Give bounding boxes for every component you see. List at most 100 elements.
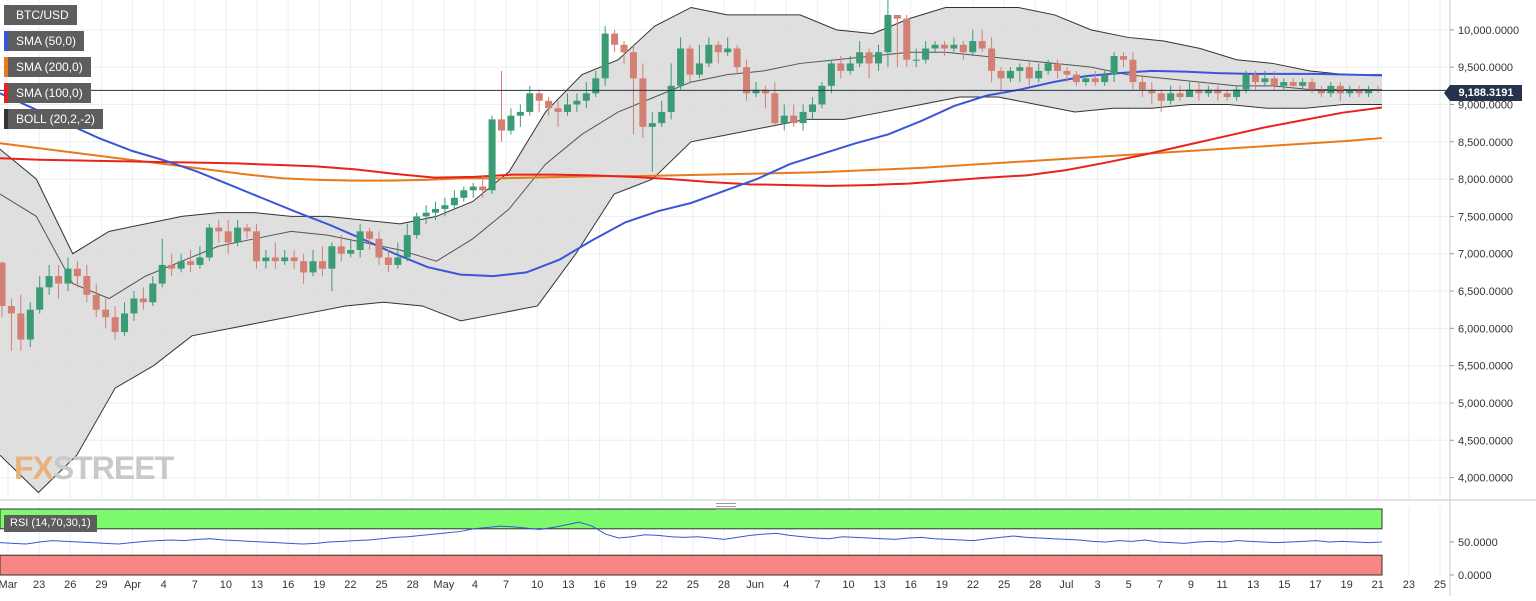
- candle-bull: [121, 313, 129, 333]
- candle-bear: [1091, 78, 1099, 83]
- candle-bear: [300, 261, 308, 273]
- candle-bull: [26, 309, 34, 340]
- x-tick-label: 22: [967, 579, 979, 591]
- x-tick-label: 25: [1434, 579, 1446, 591]
- candle-bear: [1054, 63, 1062, 71]
- x-tick-label: 16: [593, 579, 605, 591]
- candle-bear: [243, 227, 251, 232]
- legend-boll[interactable]: BOLL (20,2,-2): [4, 109, 103, 129]
- x-tick-label: 28: [718, 579, 730, 591]
- candle-bear: [139, 298, 147, 303]
- candle-bear: [1223, 93, 1231, 98]
- candle-bull: [601, 33, 609, 79]
- candle-bull: [64, 268, 72, 284]
- candle-bear: [743, 67, 751, 94]
- candle-bull: [582, 93, 590, 101]
- x-tick-label: 7: [503, 579, 509, 591]
- candle-bull: [196, 257, 204, 265]
- candle-bull: [677, 48, 685, 86]
- last-price-tag: 9,188.3191: [1444, 85, 1522, 101]
- candle-bull: [1110, 55, 1118, 75]
- x-tick-label: 16: [905, 579, 917, 591]
- candle-bull: [563, 104, 571, 112]
- x-tick-label: 7: [814, 579, 820, 591]
- candle-bear: [629, 52, 637, 79]
- x-tick-label: 28: [1029, 579, 1041, 591]
- x-tick-label: 10: [842, 579, 854, 591]
- candle-bull: [130, 298, 138, 314]
- y-tick-label: 10,000.0000: [1458, 25, 1519, 37]
- x-tick-label: 16: [282, 579, 294, 591]
- candle-bear: [790, 115, 798, 124]
- candle-bear: [384, 257, 392, 265]
- y-tick-label: 7,500.0000: [1458, 211, 1513, 223]
- rsi-y-tick-label: 50.0000: [1458, 537, 1498, 549]
- y-tick-label: 5,000.0000: [1458, 398, 1513, 410]
- candle-bull: [705, 44, 713, 64]
- candle-bull: [1101, 74, 1109, 83]
- candle-bull: [149, 283, 157, 303]
- candle-bear: [733, 48, 741, 68]
- x-tick-label: Jun: [746, 579, 764, 591]
- candle-bull: [403, 235, 411, 258]
- candle-bear: [337, 246, 345, 254]
- y-tick-label: 6,500.0000: [1458, 286, 1513, 298]
- x-tick-label: 19: [1340, 579, 1352, 591]
- date-axis: Mar 23 26 29 Apr 4 7 10 13 16 19 22 25 28 May 4 7 10 13 16 1…: [0, 579, 1446, 591]
- candle-bull: [328, 246, 336, 269]
- candle-bull: [450, 197, 458, 206]
- candle-bear: [92, 294, 100, 310]
- x-tick-label: 4: [161, 579, 167, 591]
- panel-resize-handle[interactable]: [716, 501, 736, 510]
- candle-bear: [1176, 93, 1184, 98]
- candle-bull: [1035, 70, 1043, 79]
- candle-bull: [1006, 70, 1014, 79]
- candle-bear: [271, 257, 279, 262]
- candle-bull: [799, 111, 807, 124]
- candle-bear: [1120, 55, 1128, 60]
- legend-sma-100[interactable]: SMA (100,0): [4, 83, 91, 103]
- boll-lower-line: [0, 96, 1382, 494]
- candle-bull: [205, 227, 213, 258]
- legend-symbol[interactable]: BTC/USD: [4, 5, 77, 25]
- candle-bear: [893, 14, 901, 19]
- candle-bull: [1346, 89, 1354, 94]
- candle-bull: [648, 123, 656, 127]
- candle-bull: [827, 63, 835, 86]
- sma-50-line: [0, 69, 1383, 278]
- candle-bear: [771, 93, 779, 124]
- fxstreet-watermark: FXSTREET: [14, 450, 174, 486]
- legend-sma-100-label: SMA (100,0): [16, 86, 83, 100]
- candle-bear: [1148, 89, 1156, 94]
- candle-bear: [611, 33, 619, 45]
- candle-bull: [1016, 67, 1024, 71]
- candle-bear: [714, 44, 722, 53]
- x-tick-label: 13: [874, 579, 886, 591]
- candle-bear: [1355, 89, 1363, 94]
- x-tick-label: 13: [251, 579, 263, 591]
- x-tick-label: 25: [998, 579, 1010, 591]
- candle-bull: [818, 85, 826, 105]
- candle-bear: [55, 276, 63, 284]
- candle-bull: [667, 85, 675, 112]
- candle-bull: [780, 115, 788, 124]
- candle-bear: [498, 119, 506, 131]
- x-tick-label: 29: [95, 579, 107, 591]
- x-tick-label: 7: [192, 579, 198, 591]
- candle-bear: [1129, 59, 1137, 83]
- legend-sma-50[interactable]: SMA (50,0): [4, 31, 85, 51]
- candle-bull: [394, 257, 402, 265]
- y-tick-label: 8,500.0000: [1458, 137, 1513, 149]
- x-tick-label: 25: [687, 579, 699, 591]
- candle-bull: [1233, 89, 1241, 98]
- x-tick-label: 22: [656, 579, 668, 591]
- sma-lines: [0, 69, 1383, 278]
- candle-bear: [102, 309, 110, 318]
- candle-bull: [347, 250, 355, 254]
- candle-bull: [422, 212, 430, 217]
- legend-sma-200[interactable]: SMA (200,0): [4, 57, 91, 77]
- rsi-legend[interactable]: RSI (14,70,30,1): [4, 515, 97, 532]
- y-tick-label: 4,000.0000: [1458, 473, 1513, 485]
- legend-sma-200-label: SMA (200,0): [16, 60, 83, 74]
